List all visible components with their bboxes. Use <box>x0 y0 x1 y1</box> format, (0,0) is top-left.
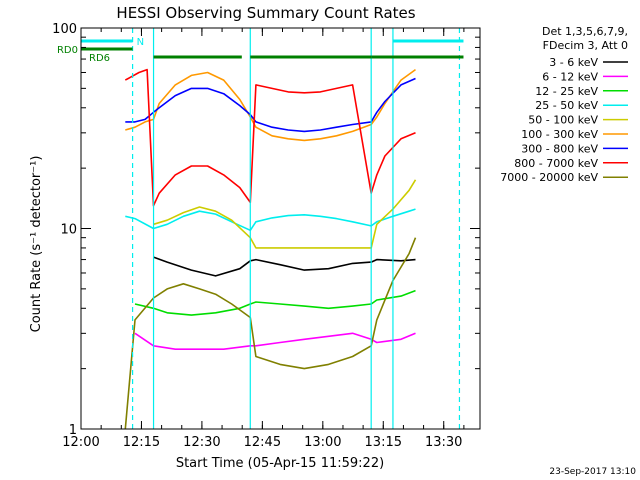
legend-label-8: 7000 - 20000 keV <box>500 171 598 184</box>
chart-title: HESSI Observing Summary Count Rates <box>116 4 415 22</box>
legend: Det 1,3,5,6,7,9, FDecim 3, Att 0 3 - 6 k… <box>500 25 628 184</box>
series-layer <box>124 68 417 430</box>
flag-label-2: RD6 <box>89 53 110 64</box>
legend-label-3: 25 - 50 keV <box>535 99 598 112</box>
series-line-2 <box>134 289 416 316</box>
flag-label-1: RD0 <box>57 45 78 56</box>
plot-frame <box>80 27 481 430</box>
series-line-4 <box>153 179 417 249</box>
x-tick-label-2: 12:30 <box>183 435 220 450</box>
x-tick-label-1: 12:15 <box>123 435 160 450</box>
y-axis-label: Count Rate (s⁻¹ detector⁻¹) <box>29 156 44 333</box>
legend-label-2: 12 - 25 keV <box>535 85 598 98</box>
y-tick-label-2: 100 <box>52 22 77 37</box>
x-tick-label-6: 13:30 <box>425 435 462 450</box>
flag-label-0: N <box>137 37 144 48</box>
x-tick-label-4: 13:00 <box>304 435 341 450</box>
legend-header-line-1: Det 1,3,5,6,7,9, <box>542 25 628 38</box>
x-tick-label-5: 13:15 <box>365 435 402 450</box>
legend-label-5: 100 - 300 keV <box>521 128 598 141</box>
legend-label-7: 800 - 7000 keV <box>514 157 598 170</box>
legend-label-4: 50 - 100 keV <box>528 114 598 127</box>
instrument-state-lines <box>131 28 461 429</box>
legend-label-0: 3 - 6 keV <box>549 56 598 69</box>
series-line-5 <box>125 68 416 142</box>
series-line-1 <box>134 332 416 351</box>
series-line-6 <box>125 77 416 133</box>
x-tick-label-3: 12:45 <box>244 435 281 450</box>
series-line-3 <box>125 208 416 232</box>
x-axis-label: Start Time (05-Apr-15 11:59:22) <box>176 456 384 471</box>
footer-date: 23-Sep-2017 13:10 <box>549 467 636 477</box>
series-line-8 <box>124 237 417 430</box>
y-tick-label-1: 10 <box>60 223 77 238</box>
y-tick-label-0: 1 <box>69 423 77 438</box>
axis-ticks: 12:00 12:15 12:30 12:45 13:00 13:15 13:30 1 10 10… <box>52 22 480 450</box>
legend-header-line-2: FDecim 3, Att 0 <box>543 39 628 52</box>
series-line-7 <box>124 68 416 207</box>
x-tick-label-0: 12:00 <box>62 435 99 450</box>
legend-label-1: 6 - 12 keV <box>542 70 598 83</box>
series-line-0 <box>153 256 416 277</box>
legend-label-6: 300 - 800 keV <box>521 142 598 155</box>
flag-bars: N RD0 RD6 <box>57 37 464 64</box>
